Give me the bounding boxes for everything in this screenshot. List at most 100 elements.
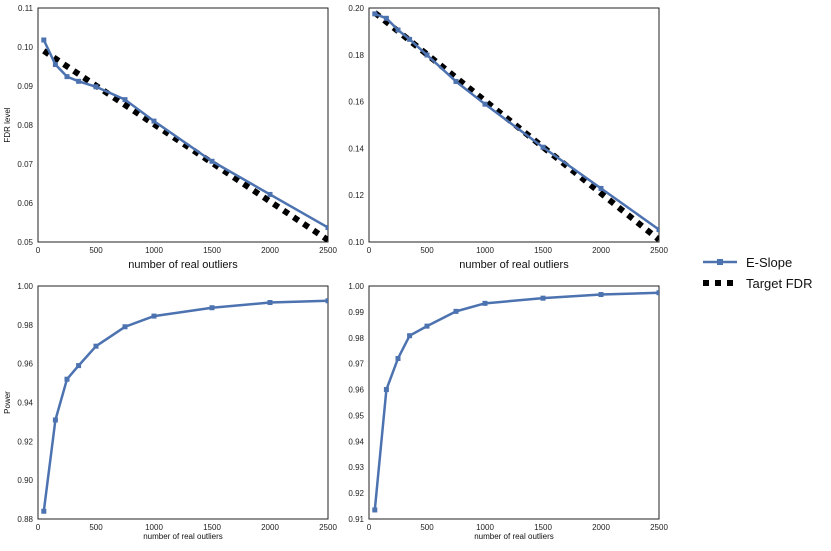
y-tick-label: 0.08 (17, 121, 33, 130)
series-e-slope (41, 298, 328, 514)
e-slope-point (267, 191, 273, 197)
series-e-slope (372, 290, 659, 513)
x-tick-label: 500 (420, 246, 434, 255)
e-slope-point (76, 78, 82, 84)
y-tick-label: 0.94 (17, 399, 33, 408)
plot-frame (368, 7, 660, 243)
e-slope-point (395, 27, 401, 33)
e-slope-point (41, 508, 47, 514)
x-tick-label: 2000 (592, 246, 610, 255)
y-tick-label: 0.16 (348, 98, 364, 107)
y-tick-label: 0.06 (17, 199, 33, 208)
fdr-chart-top-right: 0 500 1000 1500 2000 2500 0.10 0.12 0.14 0.16 0.18… (348, 4, 668, 271)
y-tick-label: 0.90 (17, 476, 33, 485)
e-slope-point (598, 292, 604, 298)
e-slope-point (372, 11, 378, 17)
x-tick-label: 1500 (534, 523, 552, 532)
y-tick-label: 0.09 (17, 82, 33, 91)
y-tick-label: 0.07 (17, 160, 33, 169)
e-slope-point (424, 323, 430, 329)
e-slope-point (540, 144, 546, 150)
e-slope-point (209, 305, 215, 311)
x-tick-label: 1500 (534, 246, 552, 255)
e-slope-point (93, 84, 99, 90)
e-slope-point (151, 313, 157, 319)
e-slope-point (325, 298, 328, 304)
e-slope-point (267, 300, 273, 306)
y-tick-label: 0.12 (348, 191, 364, 200)
x-tick-label: 2500 (319, 246, 337, 255)
y-axis-label: FDR level (3, 107, 12, 142)
y-tick-label: 0.88 (17, 515, 33, 524)
y-axis-label: Power (3, 391, 12, 414)
e-slope-point (52, 62, 58, 68)
legend-e-slope-label: E-Slope (746, 255, 792, 270)
y-tick-label: 0.96 (17, 360, 33, 369)
x-tick-label: 2500 (650, 523, 668, 532)
e-slope-point (482, 300, 488, 306)
x-tick-label: 500 (420, 523, 434, 532)
y-tick-label: 0.96 (348, 386, 364, 395)
y-tick-label: 0.98 (348, 334, 364, 343)
x-tick-label: 0 (367, 246, 372, 255)
series-e-slope (41, 37, 328, 231)
y-tick-label: 0.94 (348, 437, 364, 446)
y-tick-label: 1.00 (17, 282, 33, 291)
e-slope-line (42, 299, 328, 512)
x-tick-label: 500 (89, 246, 103, 255)
power-chart-bottom-right: 0 500 1000 1500 2000 2500 0.91 0.92 0.93 0.94 0.95… (348, 282, 668, 541)
x-tick-label: 500 (89, 523, 103, 532)
x-tick-label: 2500 (319, 523, 337, 532)
e-slope-point (64, 74, 70, 80)
e-slope-point (151, 118, 157, 124)
e-slope-point (64, 376, 70, 382)
series-e-slope (372, 11, 659, 233)
y-tick-label: 0.20 (348, 4, 364, 13)
e-slope-point (52, 417, 58, 423)
y-tick-label: 0.92 (348, 489, 364, 498)
plot-frame (368, 285, 660, 520)
e-slope-point (383, 15, 389, 21)
legend-target-fdr-label: Target FDR (746, 276, 812, 291)
e-slope-point (372, 507, 378, 513)
x-tick-label: 2000 (261, 523, 279, 532)
legend-entry-target-fdr: Target FDR (703, 276, 812, 291)
y-tick-label: 0.91 (348, 515, 364, 524)
e-slope-point (325, 225, 328, 231)
target-fdr-line (42, 48, 328, 242)
y-tick-label: 0.10 (17, 43, 33, 52)
y-tick-label: 0.93 (348, 463, 364, 472)
fdr-chart-top-left: 0 500 1000 1500 2000 2500 0.05 0.06 0.07 0.08 0.09… (3, 4, 337, 271)
y-tick-label: 0.10 (348, 238, 364, 247)
x-axis-label: number of real outliers (474, 532, 554, 541)
x-tick-label: 1000 (476, 523, 494, 532)
x-tick-label: 0 (367, 523, 372, 532)
e-slope-point (453, 308, 459, 314)
series-target-fdr (42, 48, 328, 242)
legend: E-Slope Target FDR (703, 255, 812, 291)
e-slope-point (76, 363, 82, 369)
x-axis-label: number of real outliers (143, 532, 223, 541)
e-slope-point (122, 324, 128, 330)
x-tick-label: 0 (36, 523, 41, 532)
e-slope-point (424, 52, 430, 58)
e-slope-point (93, 343, 99, 349)
e-slope-point (122, 97, 128, 103)
y-tick-label: 0.05 (17, 238, 33, 247)
legend-e-slope-marker (717, 259, 723, 265)
y-tick-label: 0.99 (348, 308, 364, 317)
e-slope-point (453, 78, 459, 84)
y-tick-label: 0.14 (348, 144, 364, 153)
x-tick-label: 2500 (650, 246, 668, 255)
x-tick-label: 2000 (261, 246, 279, 255)
x-tick-label: 0 (36, 246, 41, 255)
y-tick-label: 0.11 (18, 4, 34, 13)
x-tick-label: 1000 (476, 246, 494, 255)
e-slope-point (383, 387, 389, 393)
x-tick-label: 2000 (592, 523, 610, 532)
e-slope-point (656, 227, 659, 233)
e-slope-line (374, 12, 659, 231)
y-tick-label: 1.00 (348, 282, 364, 291)
e-slope-point (407, 36, 413, 42)
